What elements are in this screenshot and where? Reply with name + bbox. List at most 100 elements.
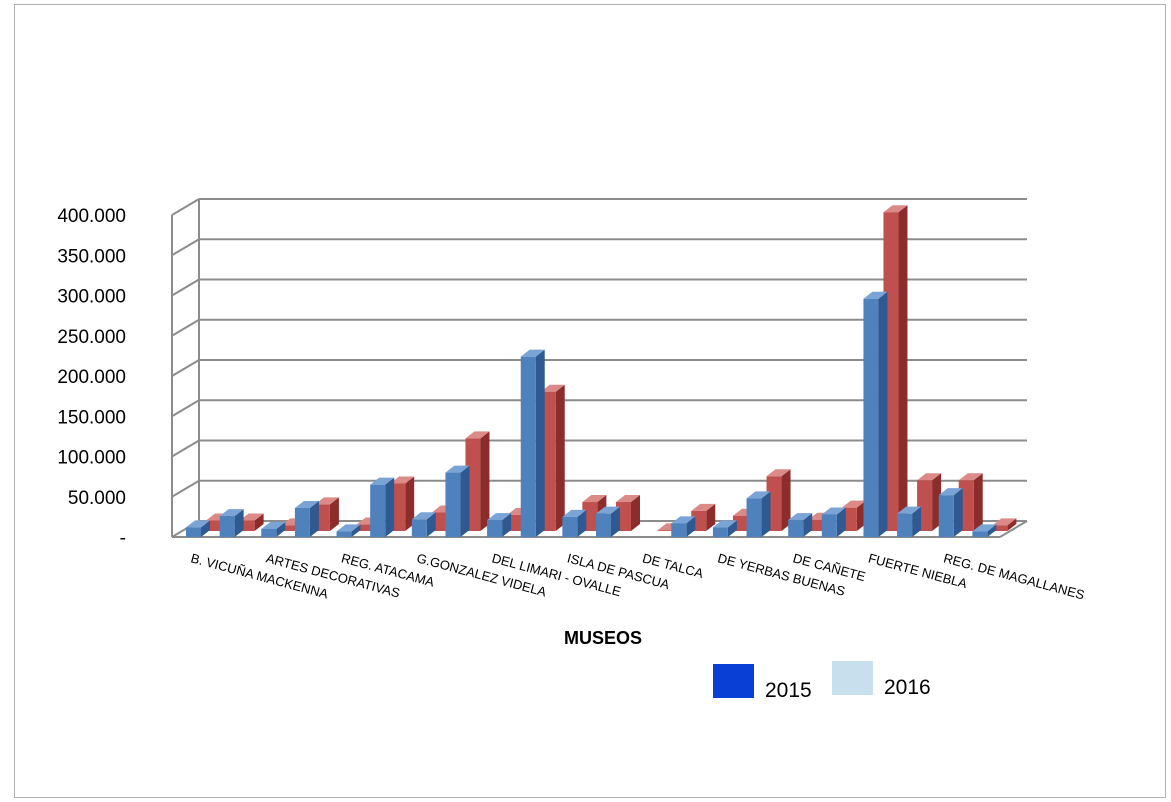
- bar-top: [616, 495, 640, 503]
- bar-face: [356, 524, 372, 531]
- bar-top: [596, 506, 620, 514]
- bar-top: [314, 497, 339, 505]
- bar-top: [958, 473, 983, 481]
- bar-side: [480, 431, 490, 531]
- bar-2015-19: [897, 506, 922, 537]
- bar-top: [239, 513, 264, 521]
- bar-top: [671, 516, 696, 524]
- bar-2015-11: [596, 506, 620, 537]
- bar-2015-20: [938, 488, 963, 537]
- bar-side: [1007, 518, 1017, 531]
- bar-2015-8: [487, 513, 512, 537]
- bar-face: [897, 513, 913, 537]
- bar-top: [712, 520, 737, 528]
- gridline-side-5: [171, 318, 200, 337]
- bar-face: [746, 498, 762, 537]
- bar-side: [254, 513, 264, 531]
- gridline-side-4: [171, 359, 200, 377]
- bar-side: [201, 520, 210, 537]
- bar-face: [261, 528, 277, 537]
- bar-side: [953, 488, 963, 537]
- bar-side: [631, 495, 640, 531]
- bar-face: [596, 513, 611, 537]
- bar-face: [712, 527, 728, 537]
- bar-side: [611, 506, 620, 537]
- bar-2015-5: [370, 477, 395, 537]
- x-axis-title: MUSEOS: [564, 628, 642, 648]
- y-tick-label: 50.000: [68, 488, 126, 509]
- bar-2015-2: [261, 521, 286, 537]
- bar-top: [992, 518, 1017, 526]
- bar-2015-17: [821, 507, 846, 537]
- bar-face: [938, 495, 954, 537]
- gridline-side-8: [171, 198, 200, 216]
- y-tick-label: 100.000: [57, 448, 126, 469]
- bar-top: [746, 491, 771, 499]
- bar-2015-6: [411, 512, 436, 537]
- bar-side: [309, 501, 319, 537]
- bar-2015-7: [445, 465, 470, 537]
- bar-top: [445, 465, 470, 473]
- bar-face: [972, 531, 988, 537]
- bar-2015-1: [219, 509, 244, 537]
- bar-face: [281, 525, 297, 531]
- bar-side: [987, 524, 997, 537]
- legend-swatch-2016: [832, 661, 873, 695]
- y-tick-label: 250.000: [57, 327, 126, 348]
- bar-side: [878, 291, 888, 537]
- bar-side: [836, 507, 846, 537]
- bar-top: [336, 524, 361, 532]
- bar-top: [562, 509, 587, 517]
- y-tick-label: 300.000: [57, 287, 126, 308]
- bar-face: [239, 520, 255, 531]
- floor-right-edge: [999, 520, 1028, 538]
- bar-2015-0: [186, 520, 210, 537]
- bar-side: [781, 469, 791, 531]
- bar-face: [863, 298, 879, 537]
- bar-top: [841, 500, 866, 508]
- bar-face: [487, 520, 503, 537]
- bar-2015-13: [671, 516, 696, 537]
- bar-2015-4: [336, 524, 361, 537]
- bar-side: [727, 520, 737, 537]
- bar-face: [294, 508, 310, 537]
- bar-2016-1: [239, 513, 264, 531]
- bar-face: [562, 516, 578, 537]
- bar-top: [465, 431, 490, 439]
- bar-top: [788, 513, 813, 521]
- bar-top: [821, 507, 846, 515]
- bar-face: [186, 527, 201, 537]
- y-axis-ticks: - 50.000 100.000 150.000 200.000 250.000 300.0…: [57, 206, 126, 549]
- bars: [186, 205, 1017, 537]
- legend: 2015 2016: [713, 661, 931, 702]
- bar-2015-15: [746, 491, 771, 537]
- bar-top: [582, 495, 607, 503]
- gridline-side-2: [171, 439, 200, 458]
- bar-side: [912, 506, 922, 537]
- bar-top: [766, 469, 791, 477]
- bar-side: [234, 509, 244, 537]
- y-tick-label: 200.000: [57, 367, 126, 388]
- bar-side: [460, 465, 470, 537]
- bar-2015-10: [562, 509, 587, 537]
- bar-side: [706, 503, 716, 531]
- bar-2015-21: [972, 524, 997, 537]
- bar-2015-14: [712, 520, 737, 537]
- gridline-side-1: [171, 479, 200, 498]
- legend-swatch-2015: [713, 664, 754, 698]
- bar-2016-15: [766, 469, 791, 531]
- bar-top: [540, 384, 565, 392]
- bar-top: [487, 513, 512, 521]
- bar-face: [821, 514, 837, 537]
- bar-face: [336, 531, 352, 537]
- bar-top: [691, 503, 716, 511]
- bar-side: [405, 476, 415, 531]
- bar-side: [535, 349, 545, 537]
- bar-side: [351, 524, 361, 537]
- bar-top: [390, 476, 415, 484]
- bar-face: [520, 356, 536, 537]
- bar-top: [520, 349, 545, 357]
- x-tick-label: DE YERBAS BUENAS: [716, 550, 847, 599]
